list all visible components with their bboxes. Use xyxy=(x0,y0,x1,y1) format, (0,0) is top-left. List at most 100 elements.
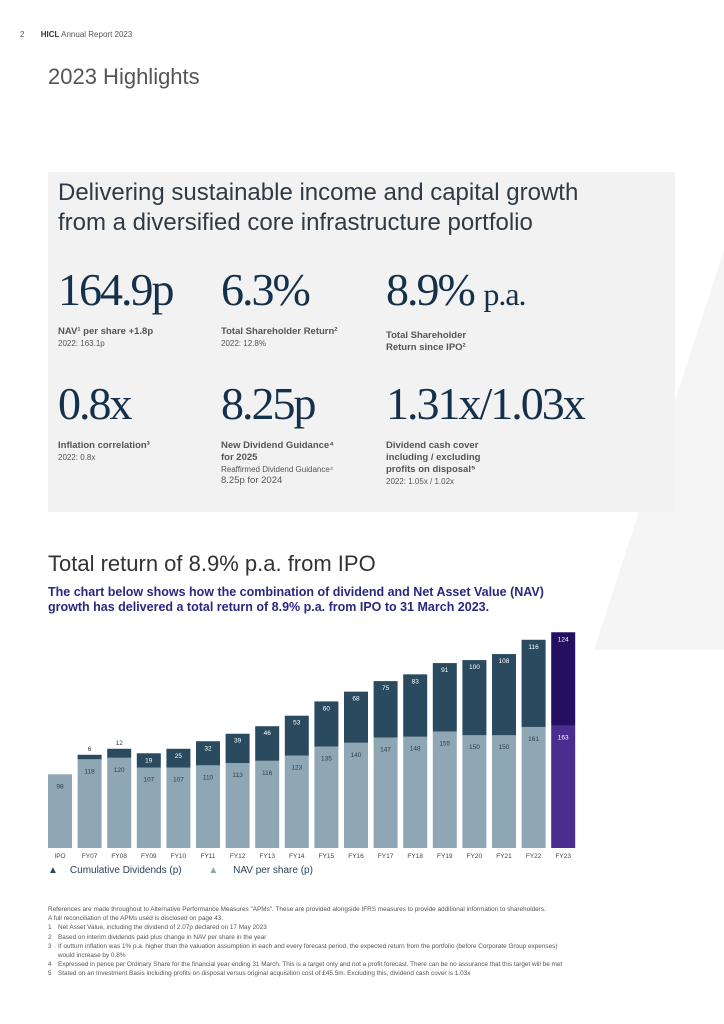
nav-bar xyxy=(314,746,339,848)
footnote-number: 1 xyxy=(48,924,52,932)
category-label: FY21 xyxy=(496,853,512,860)
dividend-value-label: 32 xyxy=(204,745,212,752)
page-title: 2023 Highlights xyxy=(48,64,200,89)
footnote-number: 5 xyxy=(48,970,52,978)
metric-value: 164.9p xyxy=(58,264,174,315)
category-label: FY12 xyxy=(230,853,246,860)
nav-bar xyxy=(403,736,428,848)
nav-value-label: 148 xyxy=(410,746,421,753)
nav-bar xyxy=(166,767,191,848)
dividend-bar xyxy=(284,715,309,756)
dividend-bar xyxy=(492,654,516,736)
category-label: FY10 xyxy=(171,853,187,860)
nav-bar xyxy=(373,737,398,848)
footnote-number: 3 xyxy=(48,942,52,950)
nav-value-label: 120 xyxy=(114,767,125,774)
dividend-bar xyxy=(166,748,191,768)
metric-cash-cover: 1.31x/1.03x Dividend cash cover includin… xyxy=(386,378,586,487)
dividend-value-label: 75 xyxy=(382,685,390,692)
metric-label: NAV¹ per share +1.8p xyxy=(58,326,154,337)
footnote: A full reconciliation of the APMs used i… xyxy=(48,914,688,923)
nav-bar xyxy=(284,755,309,848)
dividend-bar xyxy=(373,681,398,738)
nav-value-label: 140 xyxy=(351,752,362,759)
category-label: FY09 xyxy=(141,853,157,860)
nav-value-label: 150 xyxy=(499,744,510,751)
dividend-value-label: 116 xyxy=(528,644,539,651)
metric-label-line: Return since IPO² xyxy=(386,342,466,353)
nav-value-label: 113 xyxy=(232,772,243,779)
metric-label: Total Shareholder Return² xyxy=(221,326,338,337)
metric-label-line: including / excluding xyxy=(386,452,481,463)
dividend-value-label: 124 xyxy=(558,636,569,643)
dividend-bar xyxy=(136,753,161,768)
footnote: would increase by 0.8% xyxy=(48,951,688,960)
legend-nav-marker-icon: ▲ xyxy=(208,865,219,876)
dividend-value-label: 53 xyxy=(293,720,301,727)
metric-nav: 164.9p NAV¹ per share +1.8p 2022: 163.1p xyxy=(58,264,174,349)
metric-value-suffix: p.a. xyxy=(483,276,526,312)
nav-value-label: 155 xyxy=(439,740,450,747)
dividend-bar xyxy=(344,691,368,743)
footnote: 5 Stated on an Investment Basis including… xyxy=(48,969,688,978)
nav-value-label: 147 xyxy=(380,746,391,753)
dividend-bar xyxy=(521,639,546,727)
dividend-bar xyxy=(551,632,576,726)
dividend-value-label: 108 xyxy=(499,658,510,665)
footnote: 3 If outturn inflation was 1% p.a. higher… xyxy=(48,942,688,951)
nav-bar xyxy=(255,760,280,848)
footnote: 1 Net Asset Value, including the dividend… xyxy=(48,923,688,932)
dividend-bar xyxy=(432,663,457,732)
metric-inflation: 0.8x Inflation correlation³ 2022: 0.8x xyxy=(58,380,150,463)
footnote-text: If outturn inflation was 1% p.a. higher … xyxy=(58,942,558,950)
dividend-value-label: 100 xyxy=(469,664,480,671)
footnote-text: Stated on an Investment Basis including … xyxy=(58,970,471,978)
total-return-chart: 98 IPO 118 6 FY07 120 12 FY08 107 19 FY09 107 25 FY10… xyxy=(48,632,576,860)
nav-bar xyxy=(462,735,487,848)
metric-value: 6.3% xyxy=(221,264,311,315)
footnote: 4 Expressed in pence per Ordinary Share f… xyxy=(48,960,688,969)
metric-label-line: for 2025 xyxy=(221,452,258,463)
nav-value-label: 135 xyxy=(321,756,332,763)
nav-value-label: 98 xyxy=(56,783,64,790)
footnote: 2 Based on interim dividends paid plus ch… xyxy=(48,933,688,942)
nav-bar xyxy=(196,765,220,848)
footnote-text: References are made throughout to Altern… xyxy=(48,906,546,913)
nav-bar xyxy=(107,757,132,848)
intro-line-1: Delivering sustainable income and capita… xyxy=(58,179,579,206)
nav-bar xyxy=(551,725,576,848)
category-label: FY14 xyxy=(289,853,305,860)
metric-sub-2: 8.25p for 2024 xyxy=(221,475,283,486)
nav-bar xyxy=(225,763,250,848)
category-label: FY13 xyxy=(259,853,275,860)
metric-tsr-ipo: 8.9% p.a. Total Shareholder Return since… xyxy=(386,266,527,354)
metric-sub: 2022: 0.8x xyxy=(58,453,96,462)
nav-value-label: 163 xyxy=(558,734,569,741)
section-description: The chart below shows how the combinatio… xyxy=(48,585,648,615)
metric-sub: 2022: 1.05x / 1.02x xyxy=(386,477,455,486)
metric-label-line: profits on disposal⁵ xyxy=(386,464,476,475)
category-label: FY16 xyxy=(348,853,364,860)
footnote-number: 4 xyxy=(48,961,52,969)
nav-value-label: 150 xyxy=(469,744,480,751)
metric-value: 1.31x/1.03x xyxy=(386,378,586,429)
category-label: FY23 xyxy=(555,853,571,860)
metric-sub: 2022: 12.8% xyxy=(221,339,266,348)
metric-value: 8.9% p.a. xyxy=(386,266,527,318)
metric-value: 8.25p xyxy=(221,378,316,429)
dividend-bar xyxy=(255,726,280,761)
footnote-text: Expressed in pence per Ordinary Share fo… xyxy=(58,961,563,969)
dividend-value-label: 12 xyxy=(116,740,124,747)
nav-value-label: 116 xyxy=(262,770,273,777)
chart-legend: ▲ Cumulative Dividends (p) ▲ NAV per shar… xyxy=(48,865,337,876)
legend-item-dividends: ▲ Cumulative Dividends (p) xyxy=(48,865,194,876)
dividend-bar xyxy=(107,748,132,758)
legend-label: Cumulative Dividends (p) xyxy=(69,865,182,876)
description-line: The chart below shows how the combinatio… xyxy=(48,585,544,599)
metric-sub: 2022: 163.1p xyxy=(58,339,105,348)
footnote-text: would increase by 0.8% xyxy=(58,952,126,960)
nav-bar xyxy=(492,735,516,848)
dividend-bar xyxy=(462,660,487,736)
dividend-bar xyxy=(77,754,102,760)
metric-sub: Reaffirmed Dividend Guidance⁴ xyxy=(221,465,334,474)
